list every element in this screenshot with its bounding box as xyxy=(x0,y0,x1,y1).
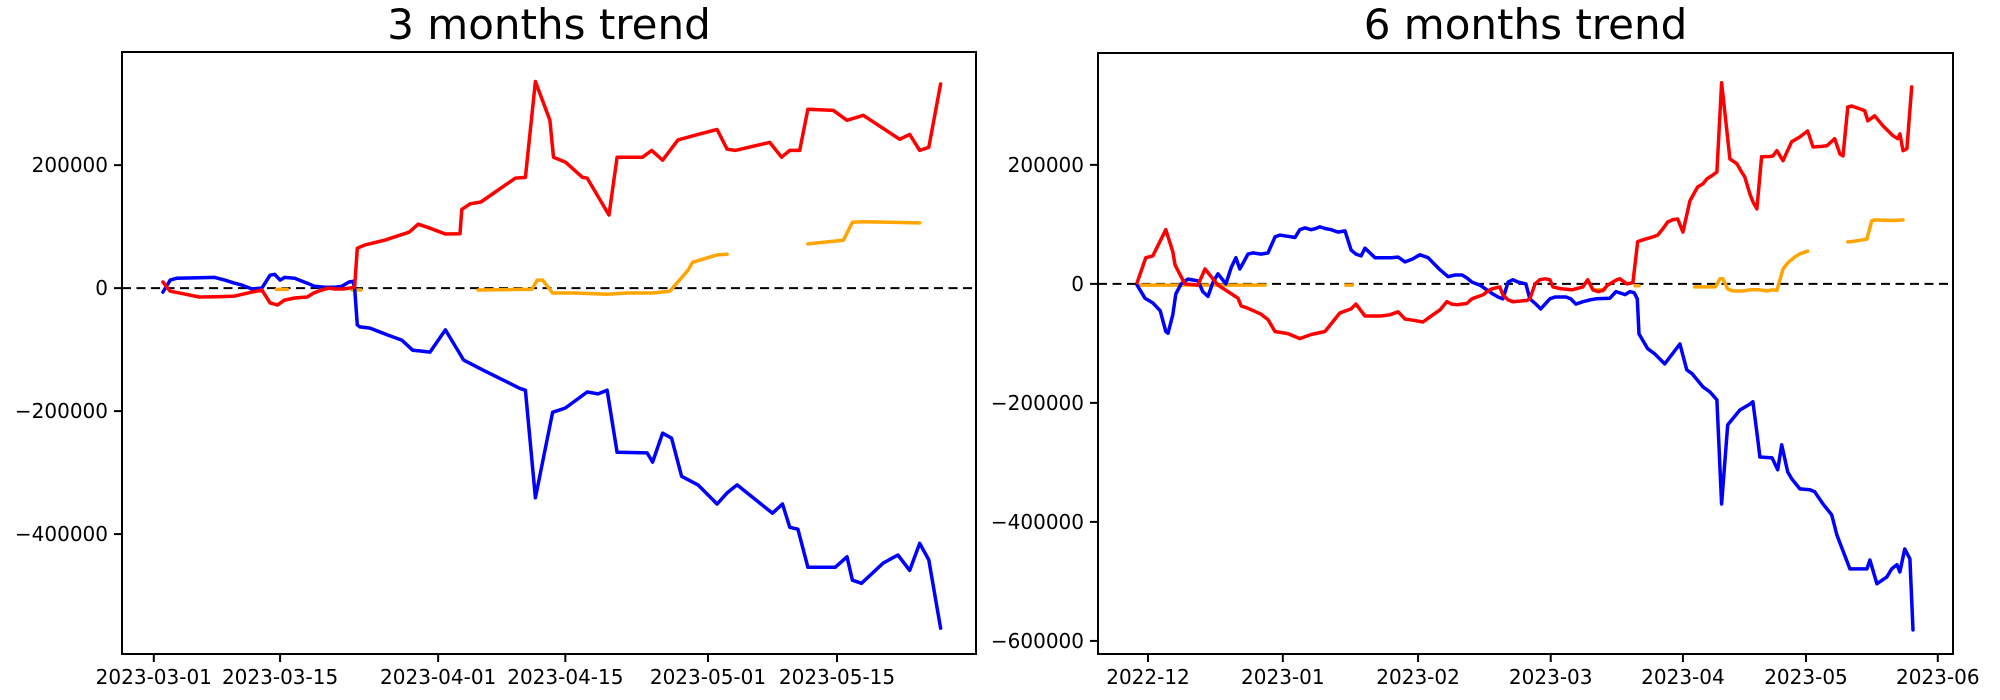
y-tick-label: −200000 xyxy=(15,399,108,423)
x-tick-label: 2023-06 xyxy=(1896,665,1980,689)
x-tick-label: 2023-02 xyxy=(1376,665,1460,689)
series-line-orange xyxy=(806,219,922,246)
x-tick-label: 2022-12 xyxy=(1106,665,1190,689)
x-tick-label: 2023-04-01 xyxy=(380,665,496,689)
x-tick-label: 2023-04-15 xyxy=(507,665,623,689)
x-tick-label: 2023-05-01 xyxy=(650,665,766,689)
y-tick-label: −600000 xyxy=(991,629,1084,653)
y-tick-label: −400000 xyxy=(991,510,1084,534)
series-line-red xyxy=(1135,81,1914,341)
series-line-blue xyxy=(1135,225,1915,632)
series-line-blue xyxy=(161,272,943,630)
x-tick-label: 2023-05 xyxy=(1764,665,1848,689)
x-tick-label: 2023-03-15 xyxy=(222,665,338,689)
x-tick-label: 2023-05-15 xyxy=(779,665,895,689)
chart-title-3-months: 3 months trend xyxy=(387,0,711,49)
x-tick-label: 2023-03-01 xyxy=(96,665,212,689)
y-tick-label: 0 xyxy=(95,276,108,300)
x-tick-label: 2023-03 xyxy=(1509,665,1593,689)
y-tick-label: 200000 xyxy=(1008,153,1084,177)
series-line-orange xyxy=(476,252,729,297)
series-line-red xyxy=(161,79,943,307)
plot-border xyxy=(1097,52,1954,655)
y-tick-label: −200000 xyxy=(991,391,1084,415)
y-tick-label: 0 xyxy=(1071,272,1084,296)
y-tick-label: −400000 xyxy=(15,522,108,546)
y-tick-label: 200000 xyxy=(32,153,108,177)
x-tick-label: 2023-01 xyxy=(1241,665,1325,689)
x-tick-label: 2023-04 xyxy=(1641,665,1725,689)
series-line-orange xyxy=(1846,218,1905,244)
chart-title-6-months: 6 months trend xyxy=(1363,0,1688,49)
plot-border xyxy=(121,51,977,655)
series-line-orange xyxy=(1692,249,1810,293)
